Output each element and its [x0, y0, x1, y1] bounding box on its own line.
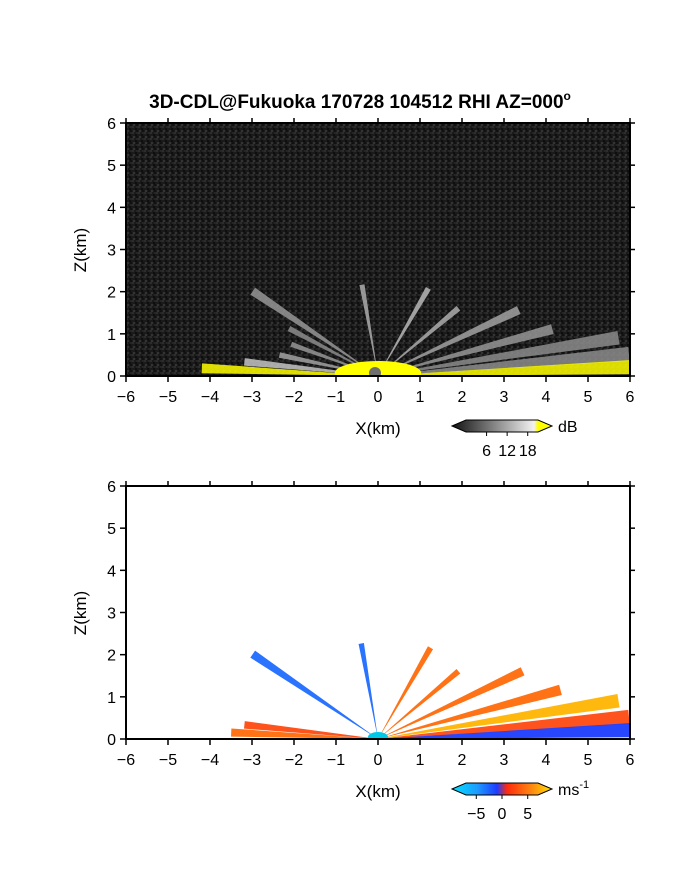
y-tick-label-2: 2: [107, 648, 116, 665]
velocity-beam-4: [378, 646, 434, 739]
radar-site-marker: [369, 367, 381, 376]
reflectivity-colorbar-unit: dB: [558, 419, 578, 436]
y-tick-label-6: 6: [107, 116, 116, 133]
x-tick-label-11: 5: [584, 752, 593, 769]
y-tick-label-1: 1: [107, 327, 116, 344]
reflectivity-beam-11: [378, 331, 620, 376]
colorbar-tick-label-0: 6: [482, 443, 491, 460]
x-tick-label-6: 0: [374, 389, 383, 406]
y-tick-label-5: 5: [107, 158, 116, 175]
velocity-beam-2: [250, 650, 378, 739]
reflectivity-beam-6: [359, 284, 378, 376]
velocity-beam-7: [378, 684, 562, 739]
x-tick-label-5: −1: [327, 389, 345, 406]
velocity-beam-6: [378, 667, 525, 739]
reflectivity-colorbar-ticks: 6 12 18: [482, 432, 537, 460]
near-zero-velocity-region: [368, 732, 388, 739]
x-tick-label-10: 4: [542, 389, 551, 406]
x-tick-label-3: −3: [243, 389, 261, 406]
colorbar-tick-label-1: 0: [498, 806, 507, 823]
y-tick-label-0: 0: [107, 369, 116, 386]
x-tick-label-8: 2: [458, 752, 467, 769]
x-tick-label-0: −6: [117, 389, 135, 406]
reflectivity-ticks: −6 −5 −4 −3 −2 −1 0 1 2 3 4 5 6 0 1 2 3 4 5 6: [107, 116, 635, 406]
reflectivity-colorbar-scale: [450, 419, 554, 433]
figure-title: 3D-CDL@Fukuoka 170728 104512 RHI AZ=000o: [149, 89, 571, 113]
x-tick-label-7: 1: [416, 752, 425, 769]
x-tick-label-2: −4: [201, 389, 219, 406]
reflectivity-colorbar: dB 6 12 18: [450, 419, 578, 460]
y-tick-label-4: 4: [107, 563, 116, 580]
reflectivity-beam-7: [378, 286, 431, 376]
y-tick-label-4: 4: [107, 200, 116, 217]
x-tick-label-8: 2: [458, 389, 467, 406]
colorbar-tick-label-0: −5: [467, 806, 485, 823]
reflectivity-beams: [201, 284, 630, 376]
velocity-colorbar-unit: ms-1: [558, 779, 589, 799]
y-tick-label-3: 3: [107, 606, 116, 623]
reflectivity-beam-8: [378, 306, 461, 376]
velocity-colorbar-scale: [450, 782, 554, 796]
y-tick-label-5: 5: [107, 521, 116, 538]
y-tick-label-3: 3: [107, 243, 116, 260]
velocity-colorbar-ticks: −5 0 5: [467, 795, 532, 823]
velocity-beam-1: [243, 721, 378, 739]
x-tick-label-4: −2: [285, 389, 303, 406]
y-tick-label-0: 0: [107, 732, 116, 749]
x-tick-label-3: −3: [243, 752, 261, 769]
colorbar-tick-label-2: 5: [523, 806, 532, 823]
x-tick-label-1: −5: [159, 389, 177, 406]
reflectivity-ylabel: Z(km): [71, 228, 90, 272]
velocity-ylabel: Z(km): [71, 591, 90, 635]
velocity-beam-0: [231, 728, 378, 739]
colorbar-tick-label-2: 18: [519, 443, 537, 460]
x-tick-label-6: 0: [374, 752, 383, 769]
y-tick-label-1: 1: [107, 690, 116, 707]
reflectivity-beam-12: [378, 346, 630, 376]
colorbar-tick-label-1: 12: [498, 443, 516, 460]
y-tick-label-2: 2: [107, 285, 116, 302]
x-tick-label-4: −2: [285, 752, 303, 769]
velocity-xlabel: X(km): [355, 782, 400, 801]
x-tick-label-0: −6: [117, 752, 135, 769]
reflectivity-xlabel: X(km): [355, 419, 400, 438]
reflectivity-beam-9: [378, 306, 521, 376]
x-tick-label-7: 1: [416, 389, 425, 406]
x-tick-label-12: 6: [626, 752, 635, 769]
x-tick-label-10: 4: [542, 752, 551, 769]
x-tick-label-12: 6: [626, 389, 635, 406]
velocity-beams: [231, 643, 630, 739]
x-tick-label-2: −4: [201, 752, 219, 769]
x-tick-label-9: 3: [500, 752, 509, 769]
reflectivity-beam-5: [250, 287, 378, 376]
velocity-background: [126, 486, 630, 739]
x-tick-label-9: 3: [500, 389, 509, 406]
reflectivity-beam-10: [378, 324, 554, 376]
velocity-beam-5: [378, 669, 461, 739]
velocity-beam-3: [358, 643, 378, 739]
y-tick-label-6: 6: [107, 479, 116, 496]
reflectivity-background: [126, 123, 630, 376]
velocity-ticks: −6 −5 −4 −3 −2 −1 0 1 2 3 4 5 6 0 1 2 3 4 5 6: [107, 479, 635, 769]
x-tick-label-5: −1: [327, 752, 345, 769]
reflectivity-beam-13: [378, 360, 630, 376]
velocity-beam-10: [378, 723, 630, 739]
velocity-colorbar: ms-1 −5 0 5: [450, 779, 589, 823]
velocity-beam-9: [378, 709, 630, 739]
velocity-beam-8: [378, 694, 620, 739]
x-tick-label-1: −5: [159, 752, 177, 769]
velocity-panel: −6 −5 −4 −3 −2 −1 0 1 2 3 4 5 6 0 1 2 3 4 5 6 X(km) Z(km) m…: [71, 479, 635, 823]
x-tick-label-11: 5: [584, 389, 593, 406]
reflectivity-beam-0: [201, 363, 378, 376]
